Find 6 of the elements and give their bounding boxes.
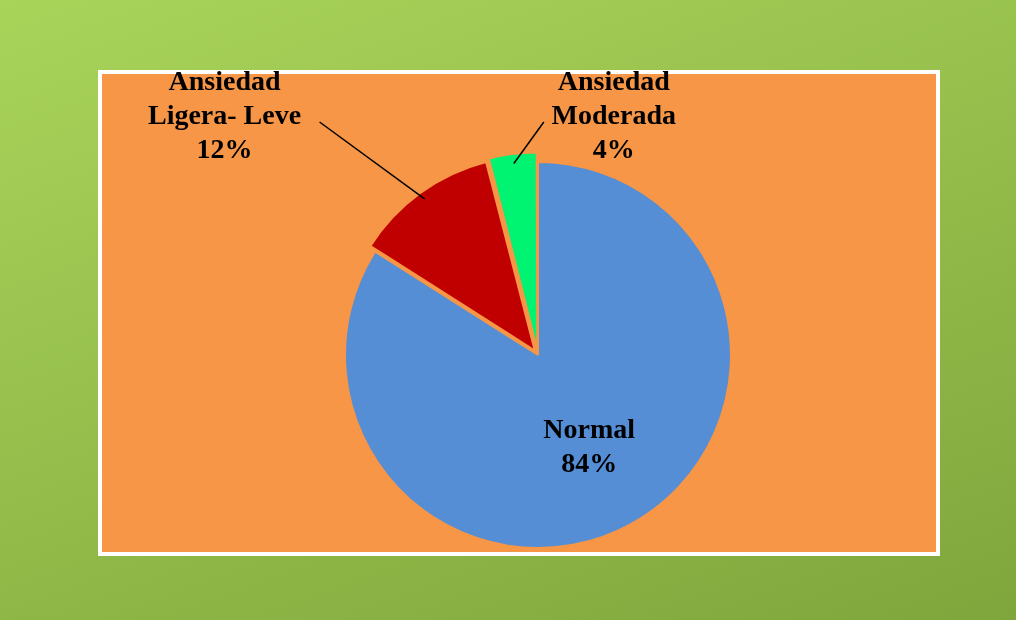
data-label: 4% — [592, 133, 635, 165]
slice-label: Ansiedad Ligera- Leve — [147, 65, 302, 131]
data-label: 84% — [561, 447, 618, 479]
slice-label: Normal — [543, 413, 636, 445]
slice-label: Ansiedad Moderada — [551, 65, 677, 131]
data-label: 12% — [196, 133, 253, 165]
